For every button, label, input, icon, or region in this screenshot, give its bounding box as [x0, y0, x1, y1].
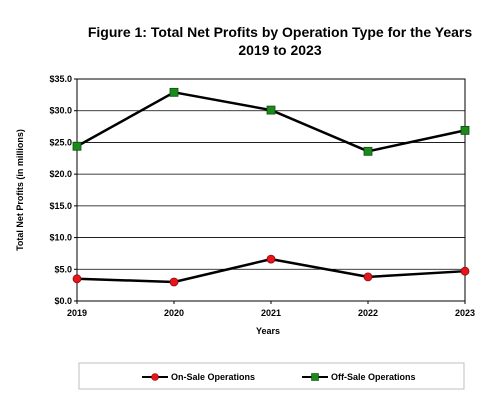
x-tick-label: 2020: [164, 308, 184, 318]
data-point: [460, 266, 470, 276]
chart-title-line2: 2019 to 2023: [238, 42, 321, 58]
data-point: [72, 141, 82, 151]
y-tick-label: $0.0: [54, 296, 72, 306]
x-tick-label: 2019: [67, 308, 87, 318]
y-tick-label: $25.0: [49, 137, 72, 147]
y-axis-label: Total Net Profits (in millions): [15, 129, 25, 251]
plot-frame: [76, 78, 466, 302]
y-tick-label: $5.0: [54, 264, 72, 274]
y-tick-label: $15.0: [49, 201, 72, 211]
x-tick-label: 2022: [358, 308, 378, 318]
legend: On-Sale Operations Off-Sale Operations: [142, 372, 416, 382]
data-point: [72, 274, 82, 284]
legend-label: Off-Sale Operations: [331, 372, 416, 382]
x-tick-label: 2021: [261, 308, 281, 318]
chart-title-line1: Figure 1: Total Net Profits by Operation…: [88, 24, 473, 40]
data-point: [169, 87, 179, 97]
data-point: [363, 272, 373, 282]
plot-area: $0.0 $5.0 $10.0 $15.0 $20.0 $25.0 $30.0 $35.0 20…: [49, 74, 475, 318]
y-tick-label: $10.0: [49, 233, 72, 243]
legend-marker: [151, 373, 159, 381]
legend-label: On-Sale Operations: [171, 372, 255, 382]
data-point: [460, 125, 470, 135]
data-point: [363, 146, 373, 156]
legend-marker: [311, 373, 319, 381]
y-tick-label: $20.0: [49, 169, 72, 179]
y-tick-label: $35.0: [49, 74, 72, 84]
data-point: [169, 277, 179, 287]
x-axis-label: Years: [256, 326, 280, 336]
x-tick-label: 2023: [455, 308, 475, 318]
data-point: [266, 254, 276, 264]
y-tick-label: $30.0: [49, 106, 72, 116]
data-point: [266, 105, 276, 115]
